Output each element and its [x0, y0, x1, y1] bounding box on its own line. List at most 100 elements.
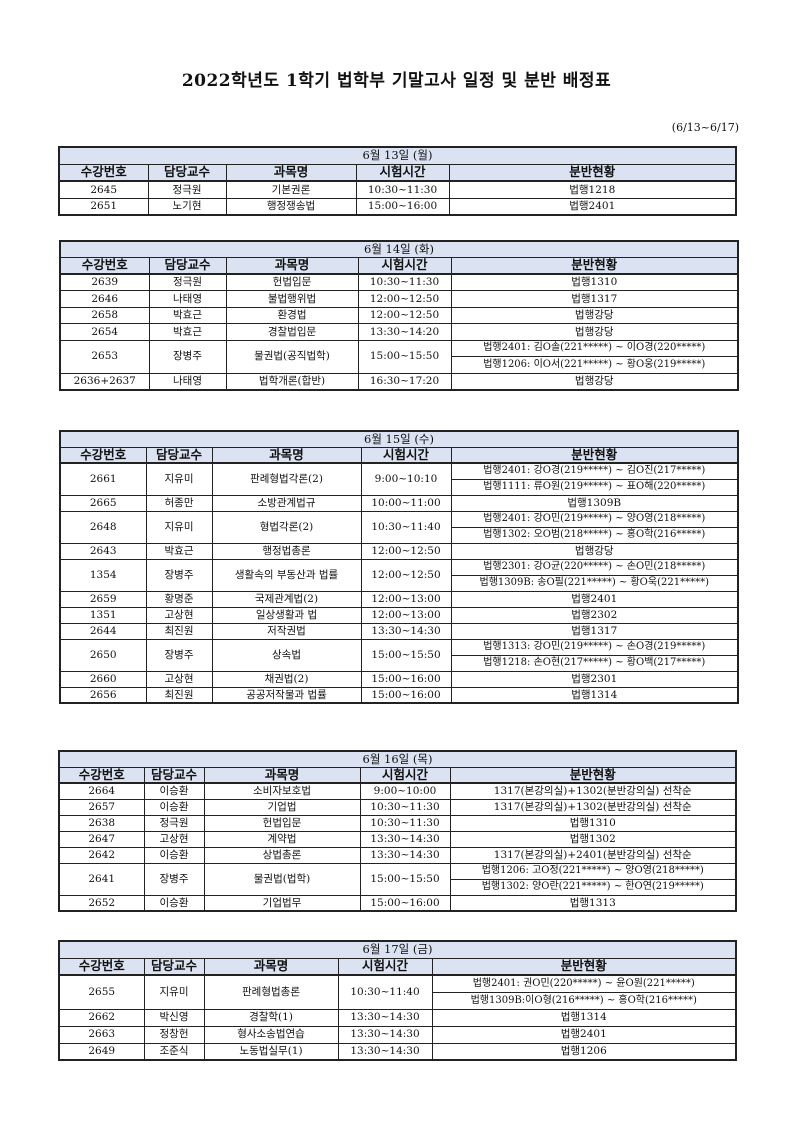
column-header-row: 수강번호 담당교수 과목명 시험시간 분반현황 [58, 957, 737, 976]
exam-time: 12:00~12:50 [360, 542, 452, 560]
column-header: 시험시간 [359, 766, 451, 784]
room-assignment: 법행강당 [450, 323, 739, 341]
exam-time: 15:00~15:50 [360, 638, 452, 672]
room-assignment: 법행1309B: 송O필(221*****) ~ 황O욱(221*****) [450, 574, 739, 592]
professor: 장병주 [143, 862, 205, 896]
schedule-table-day-2: 6월 14일 (화) 수강번호 담당교수 과목명 시험시간 분반현황 2639 정극원 헌법입문… [59, 240, 739, 391]
table-row: 2662 박신영 경찰학(1) 13:30~14:30 법행1314 [58, 1008, 737, 1027]
professor: 박효근 [145, 542, 213, 560]
table-row: 2638 정극원 헌법입문 10:30~11:30 법행1310 [58, 814, 737, 832]
room-assignment: 1317(본강의실)+1302(분반강의실) 선착순 [449, 798, 737, 816]
column-header: 담당교수 [143, 766, 205, 784]
room-assignment: 1317(본강의실)+1302(분반강의실) 선착순 [449, 782, 737, 800]
schedule-table-day-5: 6월 17일 (금) 수강번호 담당교수 과목명 시험시간 분반현황 2655 지유미 판례형법… [58, 940, 737, 1061]
course-code: 2650 [59, 638, 147, 672]
room-assignment: 법행강당 [450, 542, 739, 560]
exam-time: 13:30~14:30 [337, 1025, 433, 1044]
room-assignment: 법행강당 [450, 306, 739, 324]
course-name: 공공저작물과 법률 [211, 686, 362, 704]
course-name: 판례형법총론 [203, 974, 339, 1010]
exam-time: 13:30~14:30 [337, 1042, 433, 1061]
room-assignment: 법행2401 [448, 197, 737, 216]
course-code: 1351 [59, 606, 147, 624]
room-assignment: 법행1313: 강O민(219*****) ~ 손O경(219*****) [450, 638, 739, 656]
column-header: 담당교수 [145, 446, 213, 464]
professor: 노기현 [147, 197, 227, 216]
professor: 고상현 [145, 606, 213, 624]
column-header: 과목명 [203, 766, 361, 784]
column-header: 수강번호 [59, 257, 150, 275]
course-name: 행정법총론 [211, 542, 362, 560]
table-row: 2643 박효근 행정법총론 12:00~12:50 법행강당 [59, 542, 739, 560]
professor: 이승환 [143, 798, 205, 816]
exam-time: 13:30~14:20 [357, 323, 452, 341]
table-row: 2644 최진원 저작권법 13:30~14:30 법행1317 [59, 622, 739, 640]
course-code: 2659 [59, 590, 147, 608]
exam-time: 13:30~14:30 [337, 1008, 433, 1027]
professor: 장병주 [145, 638, 213, 672]
professor: 정극원 [143, 814, 205, 832]
table-row: 2641 장병주 물권법(법학) 15:00~15:50 법행1206: 고O정(221… [58, 862, 737, 896]
column-header: 시험시간 [357, 257, 452, 275]
room-assignment: 법행1314 [431, 1008, 737, 1027]
exam-time: 9:00~10:10 [360, 462, 452, 496]
column-header: 수강번호 [58, 163, 149, 182]
course-name: 헌법입문 [203, 814, 361, 832]
course-name: 헌법입문 [225, 273, 359, 291]
column-header-row: 수강번호 담당교수 과목명 시험시간 분반현황 [59, 446, 739, 464]
day-label: 6월 15일 (수) [59, 430, 739, 448]
table-row: 2659 황명준 국제관계법(2) 12:00~13:00 법행2401 [59, 590, 739, 608]
professor: 박효근 [148, 306, 227, 324]
schedule-table-day-4: 6월 16일 (목) 수강번호 담당교수 과목명 시험시간 분반현황 2664 이승환 소비자보… [58, 750, 737, 912]
course-name: 저작권법 [211, 622, 362, 640]
course-code: 2652 [58, 894, 145, 912]
room-assignment: 법행1206 [431, 1042, 737, 1061]
course-name: 생활속의 부동산과 법률 [211, 558, 362, 592]
professor: 박효근 [148, 323, 227, 341]
day-header-row: 6월 16일 (목) [58, 750, 737, 768]
table-row: 2665 허종만 소방관계법규 10:00~11:00 법행1309B [59, 494, 739, 512]
professor: 지유미 [143, 974, 205, 1010]
exam-time: 10:30~11:30 [355, 180, 450, 199]
professor: 나태영 [148, 290, 227, 308]
column-header: 과목명 [211, 446, 362, 464]
course-code: 2665 [59, 494, 147, 512]
table-row: 2636+2637 나태영 법학개론(합반) 16:30~17:20 법행강당 [59, 372, 739, 390]
course-name: 일상생활과 법 [211, 606, 362, 624]
course-code: 2644 [59, 622, 147, 640]
course-code: 2660 [59, 670, 147, 688]
course-name: 소비자보호법 [203, 782, 361, 800]
professor: 최진원 [145, 622, 213, 640]
course-name: 형사소송법연습 [203, 1025, 339, 1044]
course-code: 2649 [58, 1042, 145, 1061]
column-header: 시험시간 [355, 163, 450, 182]
column-header: 과목명 [225, 257, 359, 275]
professor: 조준식 [143, 1042, 205, 1061]
professor: 허종만 [145, 494, 213, 512]
room-assignment: 법행1218 [448, 180, 737, 199]
professor: 최진원 [145, 686, 213, 704]
column-header: 시험시간 [360, 446, 452, 464]
course-name: 법학개론(합반) [225, 372, 359, 390]
course-name: 물권법(법학) [203, 862, 361, 896]
column-header: 과목명 [203, 957, 339, 976]
table-row: 2660 고상현 채권법(2) 15:00~16:00 법행2301 [59, 670, 739, 688]
course-name: 기본권론 [225, 180, 357, 199]
table-row: 2656 최진원 공공저작물과 법률 15:00~16:00 법행1314 [59, 686, 739, 704]
professor: 고상현 [145, 670, 213, 688]
course-code: 2638 [58, 814, 145, 832]
course-code: 2658 [59, 306, 150, 324]
table-row: 2650 장병주 상속법 15:00~15:50 법행1313: 강O민(219****… [59, 638, 739, 672]
room-assignment: 법행1302: 양O란(221*****) ~ 한O연(219*****) [449, 878, 737, 896]
course-name: 계약법 [203, 830, 361, 848]
column-header-row: 수강번호 담당교수 과목명 시험시간 분반현황 [58, 766, 737, 784]
course-code: 2661 [59, 462, 147, 496]
room-assignment: 법행1309B [450, 494, 739, 512]
column-header: 분반현황 [450, 257, 739, 275]
course-code: 1354 [59, 558, 147, 592]
room-assignment: 법행1302 [449, 830, 737, 848]
day-label: 6월 16일 (목) [58, 750, 737, 768]
table-row: 2639 정극원 헌법입문 10:30~11:30 법행1310 [59, 273, 739, 291]
course-code: 2651 [58, 197, 149, 216]
course-name: 형법각론(2) [211, 510, 362, 544]
